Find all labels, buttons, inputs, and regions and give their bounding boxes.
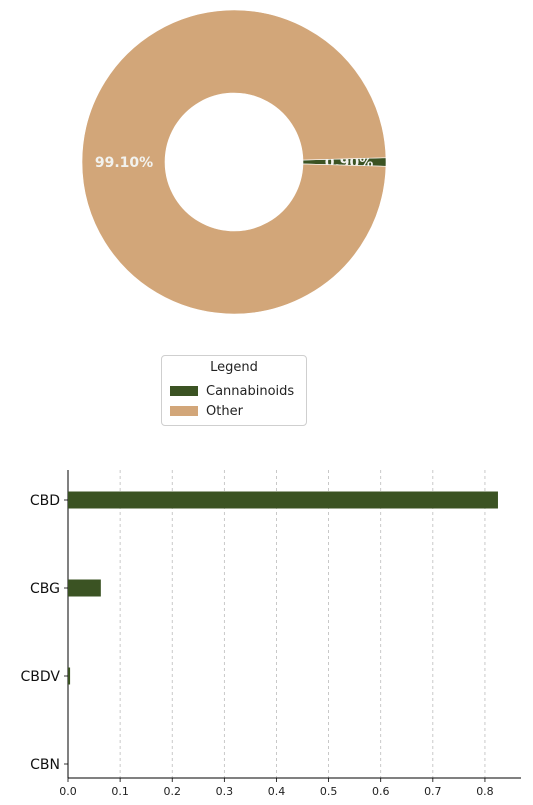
legend-swatch-cannabinoids: [170, 386, 198, 396]
donut-chart: 0.90%99.10%: [81, 9, 387, 315]
x-tick-label: 0.4: [268, 785, 286, 798]
legend-label-cannabinoids: Cannabinoids: [206, 383, 295, 399]
bar-cbg: [68, 579, 101, 597]
y-tick-label-cbdv: CBDV: [21, 669, 61, 685]
legend-entry-other: Other: [170, 402, 243, 420]
x-tick-label: 0.3: [216, 785, 234, 798]
x-tick-label: 0.2: [163, 785, 181, 798]
y-tick-label-cbn: CBN: [30, 757, 60, 773]
y-tick-label-cbg: CBG: [30, 581, 60, 597]
x-tick-label: 0.8: [476, 785, 494, 798]
bar-cbd: [68, 491, 498, 509]
x-tick-label: 0.1: [111, 785, 129, 798]
x-tick-label: 0.5: [320, 785, 338, 798]
y-tick-label-cbd: CBD: [30, 493, 60, 509]
donut-slice-other: [81, 9, 387, 315]
legend-title: Legend: [210, 360, 258, 375]
legend: Legend Cannabinoids Other: [161, 355, 307, 426]
legend-swatch-other: [170, 406, 198, 416]
x-tick-label: 0.6: [372, 785, 390, 798]
legend-entry-cannabinoids: Cannabinoids: [170, 382, 294, 400]
bar-chart: 0.0 0.1 0.2 0.3 0.4 0.5 0.6 0.7 0.8 CBD CBG CBDV CBN: [21, 470, 521, 798]
bar-cbdv: [68, 667, 71, 685]
x-tick-label: 0.0: [59, 785, 77, 798]
x-tick-label: 0.7: [424, 785, 442, 798]
legend-label-other: Other: [206, 403, 243, 419]
donut-label-other: 99.10%: [95, 155, 153, 171]
